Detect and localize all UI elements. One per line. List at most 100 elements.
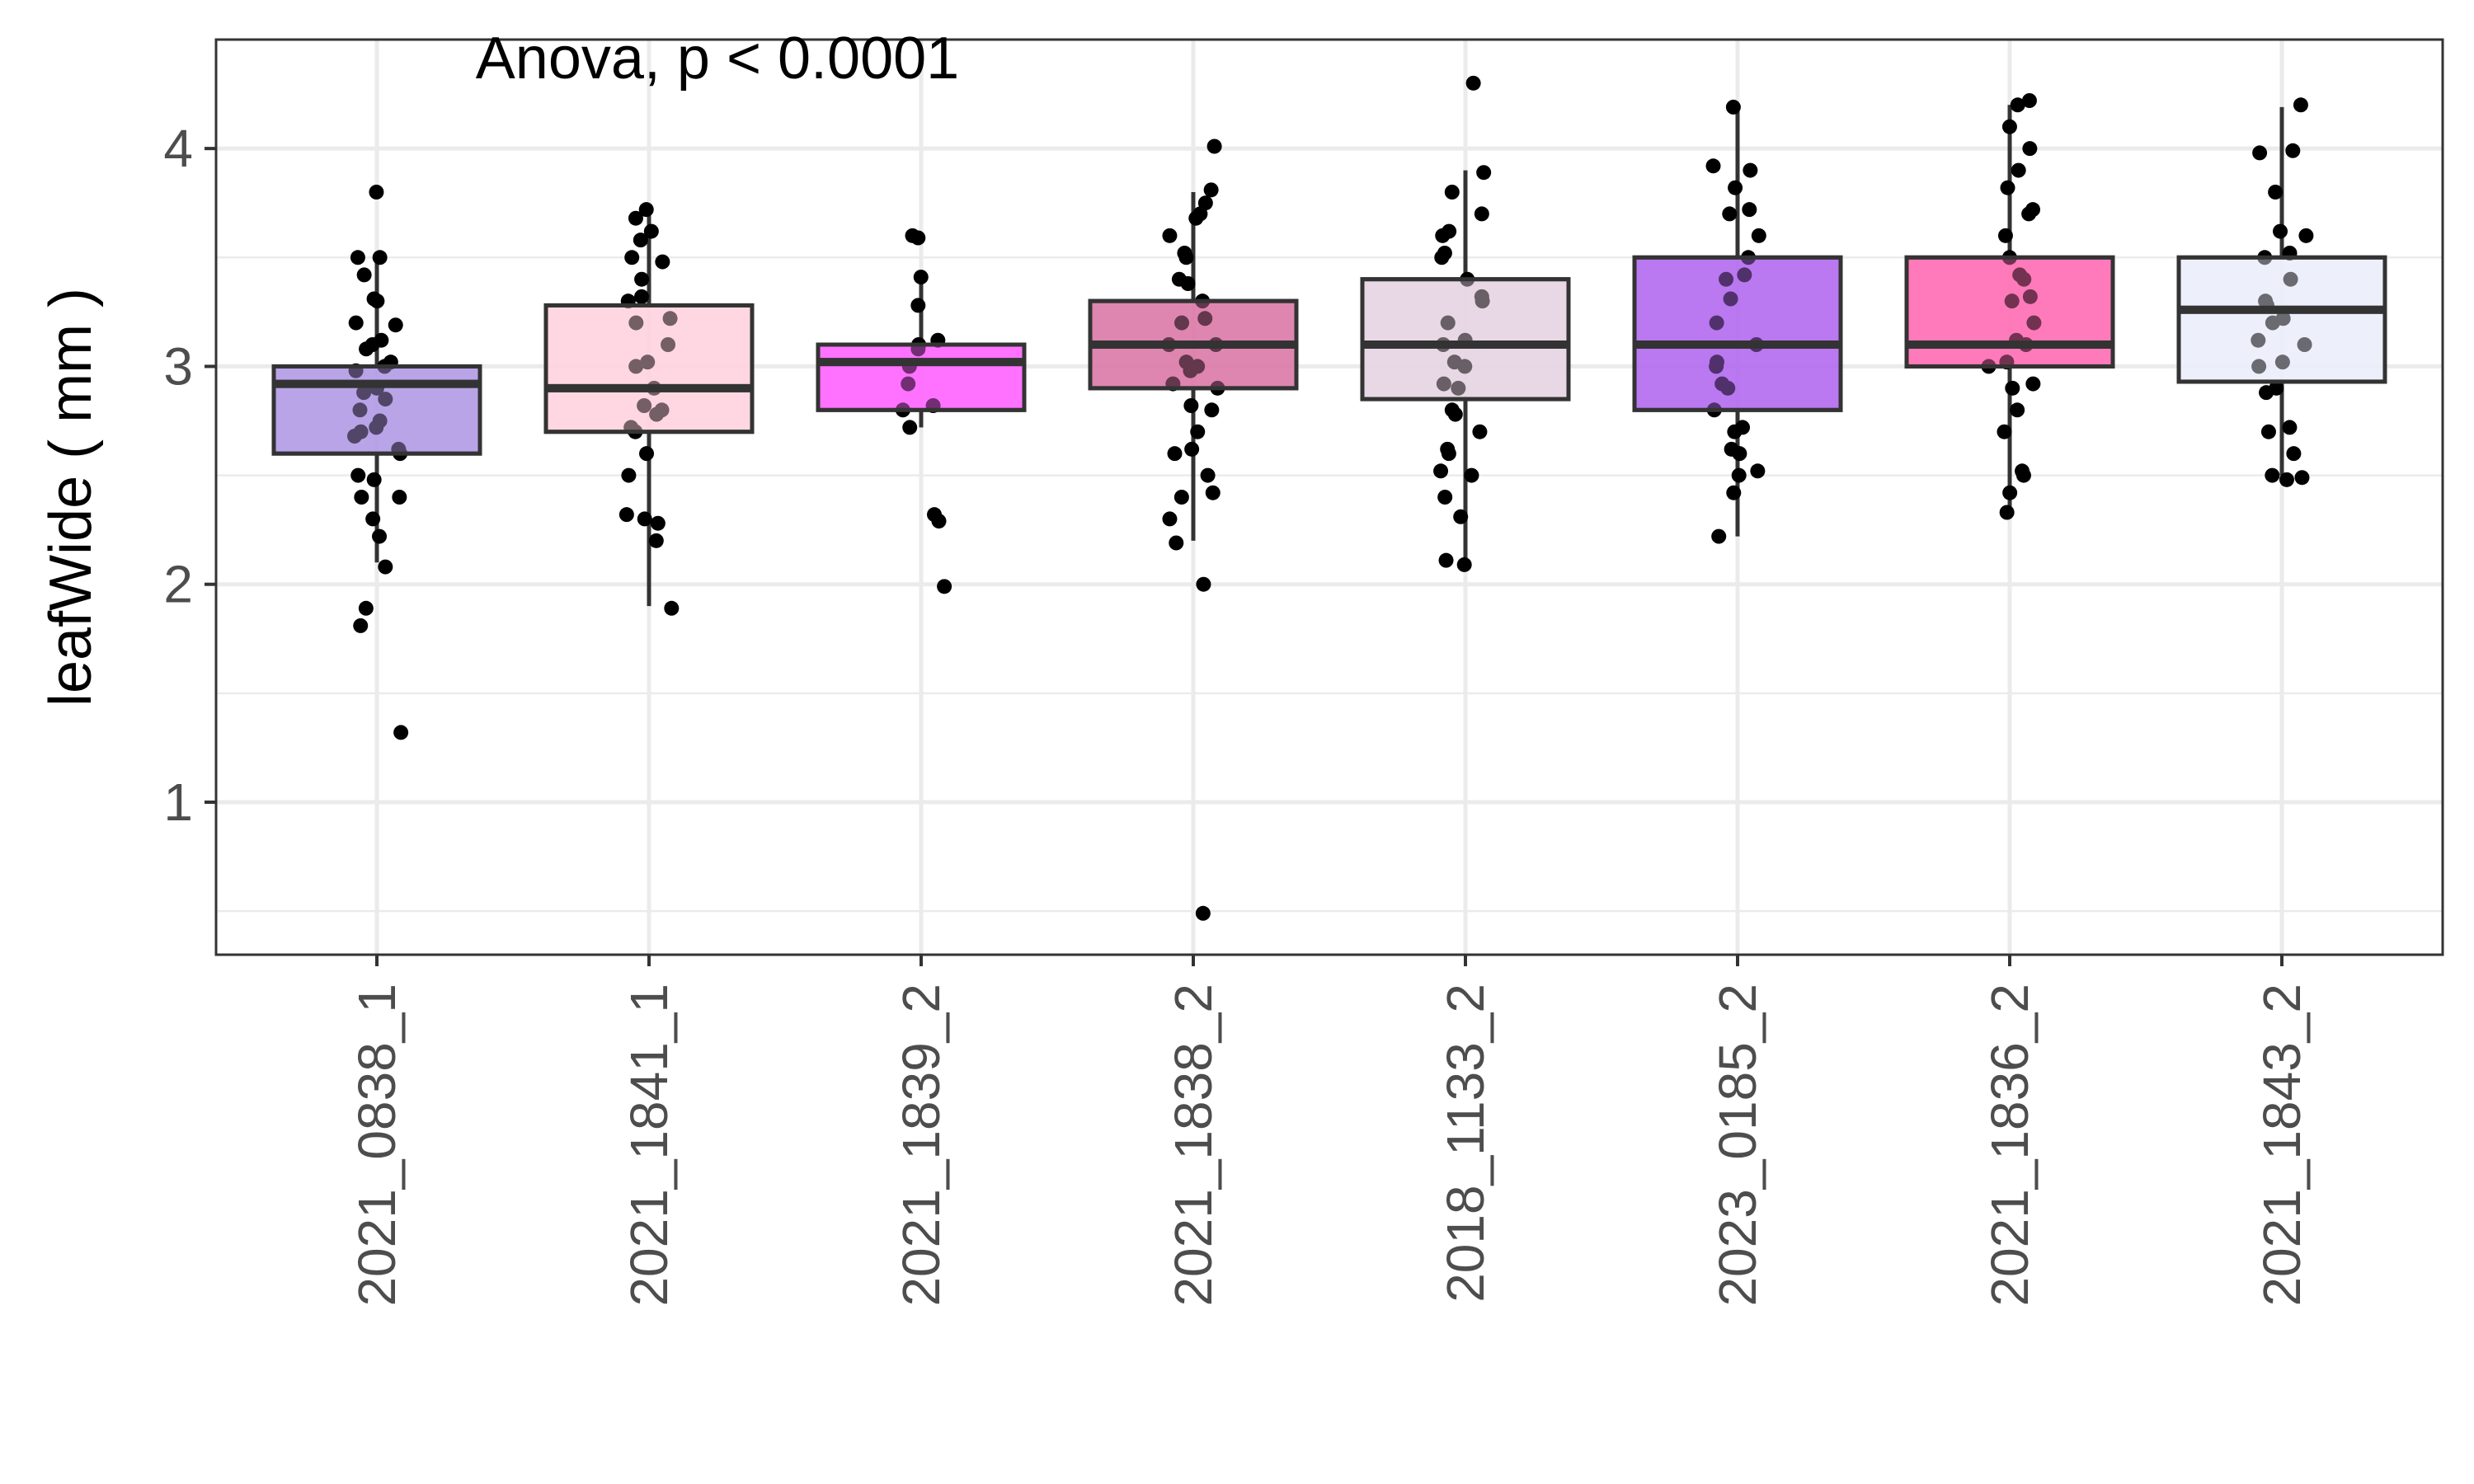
data-point <box>1451 380 1466 396</box>
data-point <box>2022 141 2038 157</box>
data-point <box>2022 289 2038 304</box>
box-outline <box>1360 277 1571 402</box>
data-point <box>1453 509 1469 524</box>
data-point <box>369 294 385 309</box>
data-point <box>1434 250 1450 265</box>
data-point <box>637 511 652 527</box>
data-point <box>1731 467 1747 483</box>
data-point <box>348 315 364 331</box>
grid-lines <box>216 40 2443 955</box>
data-point <box>634 289 650 304</box>
data-point <box>1190 424 1206 439</box>
data-point <box>2283 271 2298 287</box>
data-point <box>1732 446 1747 462</box>
data-point <box>372 528 388 544</box>
data-point <box>1441 446 1456 462</box>
box-overlay <box>818 345 1024 411</box>
data-point <box>2021 206 2037 222</box>
data-point <box>2021 93 2037 108</box>
data-point <box>910 298 926 313</box>
data-point <box>1169 535 1184 551</box>
data-point <box>2273 223 2288 239</box>
x-tick-label: 2021_1841_1 <box>619 984 679 1307</box>
data-point <box>2025 376 2041 392</box>
box-outline <box>543 303 755 434</box>
data-point <box>1204 402 1220 418</box>
data-point <box>1444 185 1460 200</box>
data-point <box>1174 490 1189 505</box>
data-point <box>1720 380 1736 396</box>
data-points <box>271 75 2387 921</box>
data-point <box>366 472 382 487</box>
data-point <box>913 270 929 285</box>
data-point <box>1188 210 1204 226</box>
data-point <box>902 420 918 435</box>
data-point <box>662 311 678 326</box>
data-point <box>1197 311 1213 326</box>
data-point <box>350 467 366 483</box>
x-tick-label: 2021_1836_2 <box>1980 984 2039 1307</box>
box-outline <box>816 342 1027 412</box>
data-point <box>1725 99 1741 115</box>
data-point <box>393 725 409 740</box>
data-point <box>1203 182 1219 198</box>
data-point <box>1709 315 1724 331</box>
data-point <box>1162 228 1178 243</box>
y-tick-label: 1 <box>163 773 193 832</box>
data-point <box>639 446 655 462</box>
data-point <box>2265 315 2280 331</box>
data-point <box>2285 143 2301 158</box>
data-point <box>2282 420 2298 435</box>
data-point <box>1476 165 1492 181</box>
data-point <box>1997 424 2012 439</box>
data-point <box>649 406 665 422</box>
data-point <box>2252 145 2268 161</box>
data-point <box>1433 463 1449 479</box>
data-point <box>369 185 384 200</box>
data-point <box>1465 75 1481 91</box>
data-point <box>1743 162 1758 178</box>
data-point <box>634 271 650 287</box>
data-point <box>1174 315 1190 331</box>
data-point <box>1997 228 2013 243</box>
data-point <box>628 359 644 374</box>
box-outline <box>1904 255 2115 369</box>
data-point <box>1437 490 1453 505</box>
box-overlay <box>546 305 752 432</box>
data-point <box>2279 472 2294 487</box>
data-point <box>1196 576 1211 592</box>
data-point <box>1723 291 1738 307</box>
data-point <box>2294 470 2310 486</box>
data-point <box>1999 505 2015 520</box>
data-point <box>359 341 374 357</box>
y-tick-label: 4 <box>163 119 193 178</box>
data-point <box>1472 424 1488 439</box>
data-point <box>1184 441 1200 457</box>
data-point <box>618 507 634 523</box>
data-point <box>369 420 384 435</box>
data-point <box>356 267 372 283</box>
axes: 1 2 3 4 2021_0838_1 2021_1841_1 2021_1839_2 202… <box>163 119 2312 1306</box>
data-point <box>1727 424 1743 439</box>
data-point <box>378 559 393 575</box>
data-point <box>2251 332 2266 348</box>
data-point <box>2298 228 2314 243</box>
data-point <box>2000 180 2015 195</box>
data-point <box>358 600 374 616</box>
data-point <box>1711 528 1727 544</box>
data-point <box>392 490 407 505</box>
data-point <box>937 579 952 594</box>
data-point <box>664 600 680 616</box>
data-point <box>624 250 640 265</box>
data-point <box>1709 359 1724 374</box>
data-point <box>1705 158 1721 174</box>
data-point <box>1183 398 1199 413</box>
data-point <box>1737 267 1752 283</box>
data-point <box>378 392 393 407</box>
data-point <box>356 385 372 401</box>
data-point <box>633 232 648 248</box>
box-outline <box>2176 255 2387 384</box>
box-overlay <box>1362 279 1569 400</box>
data-point <box>1200 467 1216 483</box>
